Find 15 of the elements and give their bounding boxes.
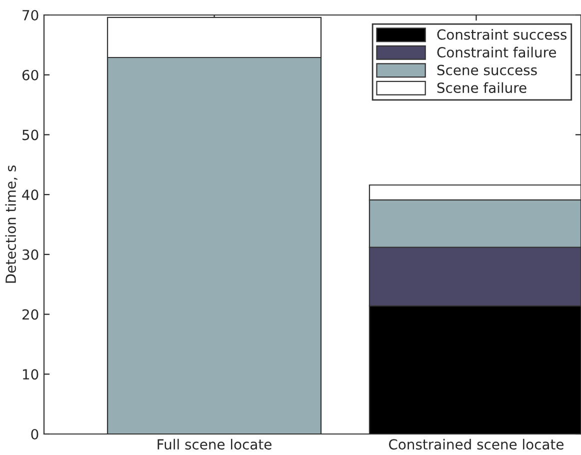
y-tick-label: 20 [22, 309, 38, 320]
legend-label: Constraint failure [437, 46, 556, 58]
y-tick-label: 60 [22, 70, 38, 80]
y-tick-label: 10 [22, 369, 38, 380]
y-tick-label: 40 [22, 190, 38, 200]
y-tick-label: 30 [22, 249, 38, 260]
legend-label: Scene success [437, 64, 537, 76]
y-tick-label: 0 [31, 428, 38, 440]
y-axis-title: Detection time, s [5, 166, 18, 283]
legend-label: Scene failure [437, 82, 526, 94]
legend-label: Constraint success [437, 29, 567, 40]
y-tick-label: 50 [22, 130, 38, 140]
y-tick-label: 70 [22, 10, 38, 20]
x-tick-label: Full scene locate [158, 438, 272, 450]
x-tick-label: Constrained scene locate [388, 438, 564, 450]
